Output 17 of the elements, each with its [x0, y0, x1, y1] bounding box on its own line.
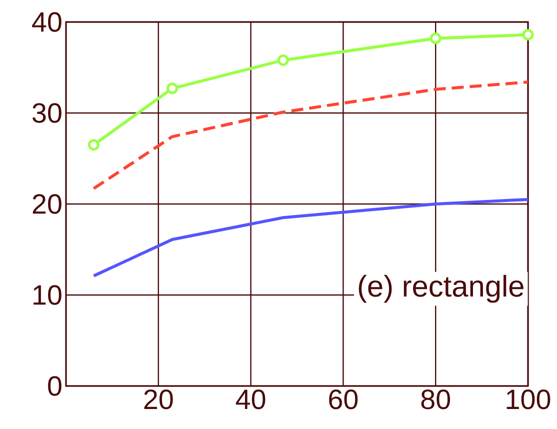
point: [522, 28, 534, 40]
x-tick-label: 80: [421, 390, 450, 410]
annotation: (e) rectangle: [358, 274, 524, 303]
x-tick-label: 60: [329, 390, 358, 410]
y-tick-label: 30: [32, 103, 62, 123]
y-tick-label: 10: [34, 285, 62, 305]
x-tick-label: 40: [236, 390, 266, 410]
point: [166, 82, 178, 94]
point: [88, 139, 100, 151]
x-tick-label: 100: [506, 390, 550, 410]
y-tick-label: 20: [32, 194, 62, 214]
point: [277, 54, 289, 66]
point: [430, 32, 442, 44]
x-tick-label: 20: [144, 390, 173, 410]
line-series: [92, 80, 530, 190]
y-tick-label: 0: [48, 376, 62, 396]
y-tick-label: 40: [32, 12, 62, 32]
